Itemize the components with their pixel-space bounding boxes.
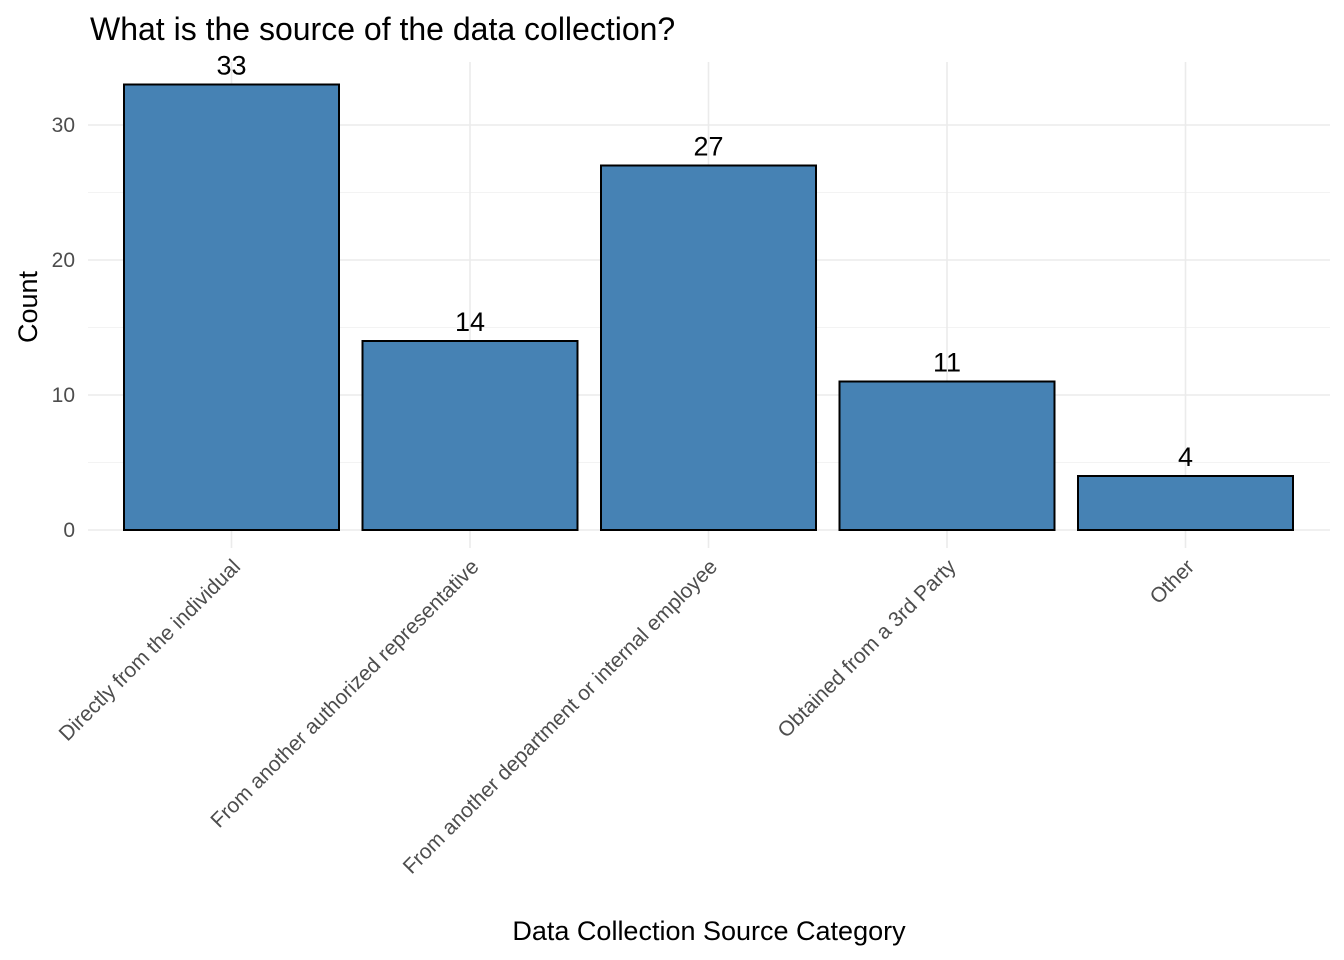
x-tick-label: Directly from the individual xyxy=(55,555,245,745)
x-tick-label: From another authorized representative xyxy=(206,555,483,832)
bar xyxy=(361,340,579,531)
y-axis-ticks: 0 10 20 30 xyxy=(52,114,75,542)
bar-value-label: 4 xyxy=(1178,442,1193,472)
bars xyxy=(123,83,1294,531)
bar-value-label: 11 xyxy=(933,348,961,378)
x-tick-label: Obtained from a 3rd Party xyxy=(773,555,960,742)
bar xyxy=(600,164,817,531)
y-tick-label: 30 xyxy=(52,114,75,137)
chart-title: What is the source of the data collectio… xyxy=(90,11,675,47)
bar xyxy=(123,83,340,531)
y-axis-title: Count xyxy=(13,270,43,343)
data-labels: 33 14 27 11 4 xyxy=(216,51,1193,473)
bar xyxy=(1077,475,1294,531)
y-tick-label: 0 xyxy=(63,519,75,542)
bar xyxy=(838,380,1056,531)
bar-value-label: 33 xyxy=(216,51,246,81)
bar-value-label: 14 xyxy=(455,307,485,337)
y-tick-label: 20 xyxy=(52,249,75,272)
x-axis-title: Data Collection Source Category xyxy=(512,916,906,946)
x-tick-label: Other xyxy=(1146,555,1199,608)
bar-value-label: 27 xyxy=(693,132,723,162)
y-tick-label: 10 xyxy=(52,384,75,407)
